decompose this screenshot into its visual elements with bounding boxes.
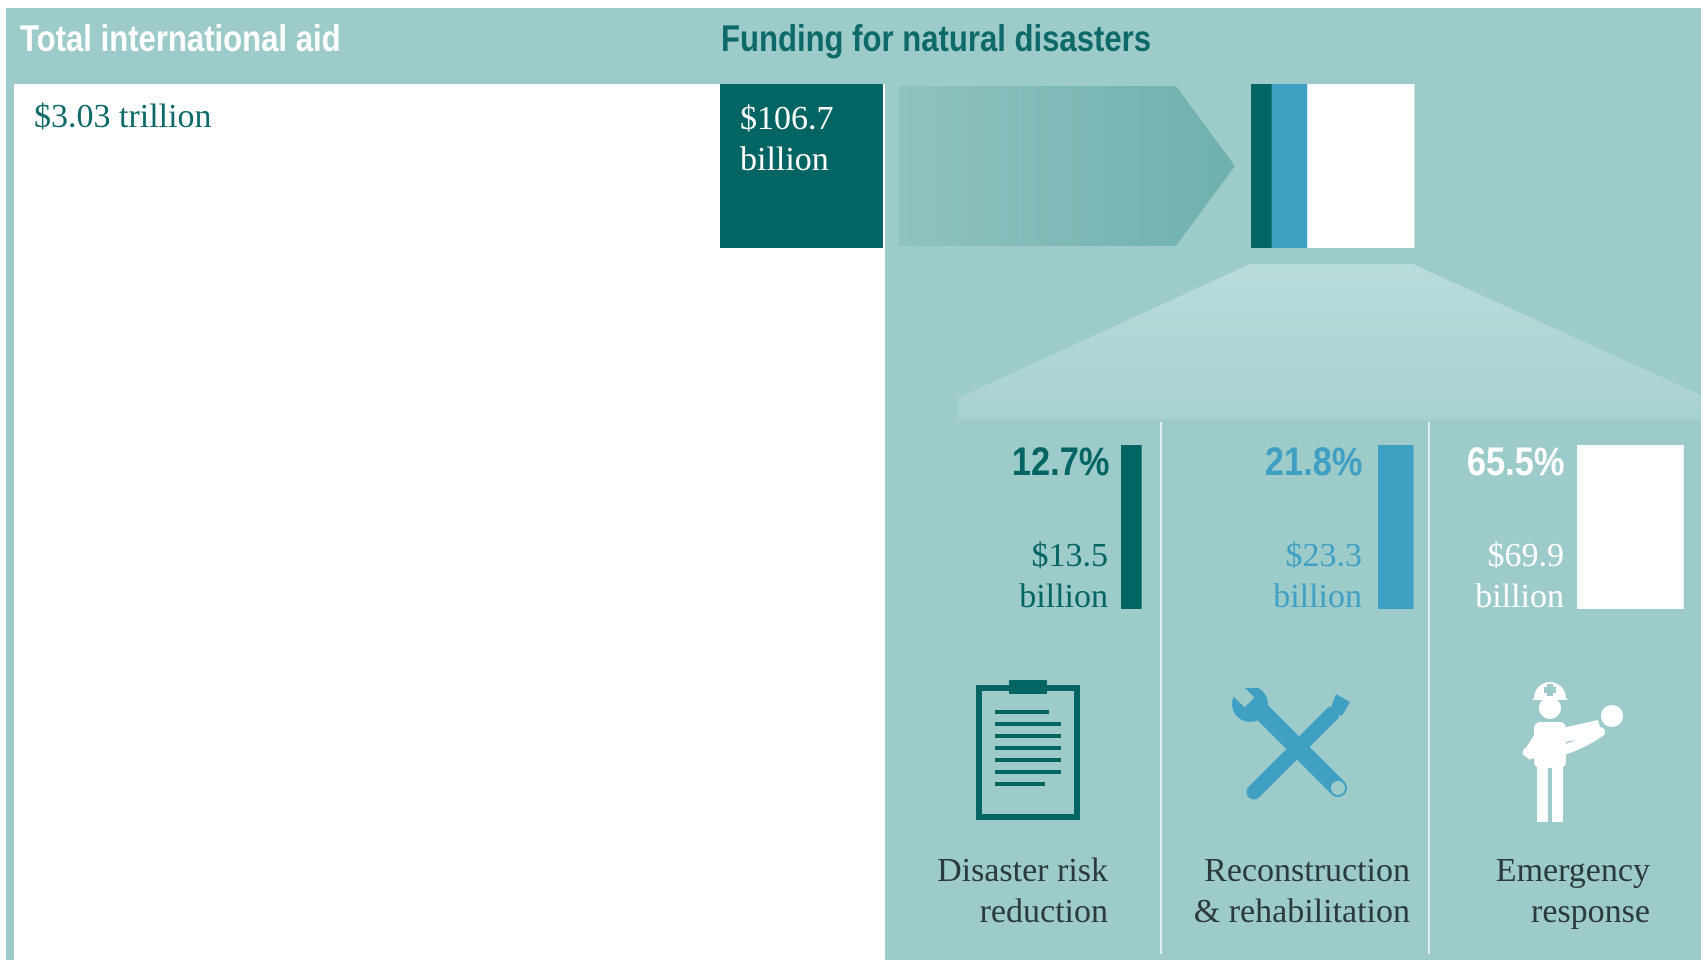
clipboard-icon: [976, 680, 1080, 820]
natural-disasters-heading: Funding for natural disasters: [721, 18, 1152, 59]
label-line: Disaster risk: [937, 852, 1108, 889]
column-divider: [1160, 422, 1162, 954]
expansion-fan: [958, 264, 1701, 420]
amount-unit: billion: [1019, 578, 1108, 615]
tools-icon: [1232, 688, 1350, 800]
stacked-share-bar: [1251, 84, 1415, 248]
amount-value: $23.3: [1285, 537, 1363, 574]
total-aid-value: $3.03 trillion: [34, 98, 212, 135]
amount-disaster-risk-reduction: $13.5 billion: [948, 535, 1108, 617]
amount-unit: billion: [1475, 578, 1564, 615]
total-aid-heading: Total international aid: [20, 18, 341, 59]
stack-segment-reconstruction-rehabilitation: [1271, 84, 1308, 248]
amount-value: $69.9: [1487, 537, 1565, 574]
amount-reconstruction-rehabilitation: $23.3 billion: [1202, 535, 1362, 617]
label-line: Reconstruction: [1204, 852, 1410, 889]
stack-segment-emergency-response: [1307, 84, 1415, 248]
amount-unit: billion: [1273, 578, 1362, 615]
rescuer-icon: [1522, 682, 1623, 822]
label-disaster-risk-reduction: Disaster risk reduction: [848, 850, 1108, 932]
percent-emergency-response: 65.5%: [1466, 440, 1564, 484]
stack-segment-disaster-risk-reduction: [1251, 84, 1273, 248]
label-line: Emergency: [1495, 852, 1650, 889]
flow-arrow: [899, 86, 1235, 246]
bar-reconstruction-rehabilitation: [1378, 445, 1414, 609]
amount-value: $13.5: [1031, 537, 1109, 574]
amount-emergency-response: $69.9 billion: [1404, 535, 1564, 617]
percent-reconstruction-rehabilitation: 21.8%: [1264, 440, 1362, 484]
bar-emergency-response: [1577, 445, 1684, 609]
natural-disasters-box: [720, 84, 883, 248]
label-line: reduction: [979, 893, 1108, 930]
bar-disaster-risk-reduction: [1121, 445, 1142, 609]
column-divider: [1428, 422, 1430, 954]
label-line: response: [1531, 893, 1650, 930]
label-reconstruction-rehabilitation: Reconstruction & rehabilitation: [1150, 850, 1410, 932]
category-bars: [1121, 445, 1684, 609]
percent-disaster-risk-reduction: 12.7%: [1011, 440, 1109, 484]
natural-disasters-amount: $106.7: [740, 100, 834, 137]
natural-disasters-unit: billion: [740, 141, 829, 178]
label-line: & rehabilitation: [1193, 893, 1410, 930]
label-emergency-response: Emergency response: [1390, 850, 1650, 932]
natural-disasters-value: $106.7 billion: [740, 98, 890, 180]
